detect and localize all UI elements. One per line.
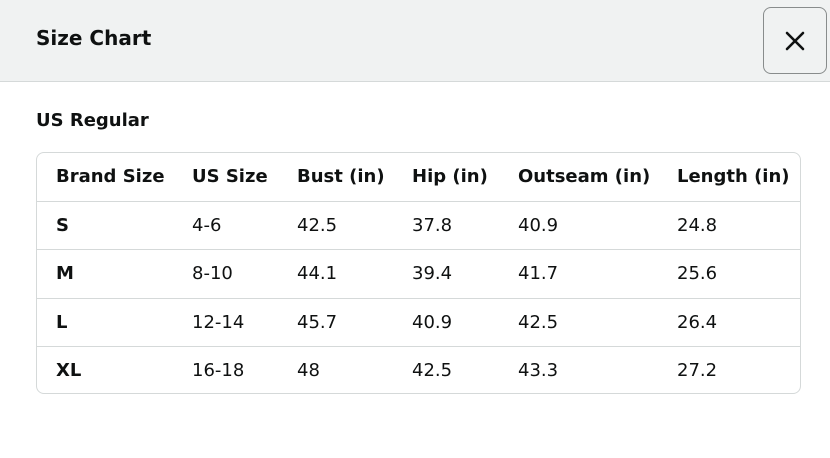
table-cell: 4-6	[192, 214, 222, 236]
modal-title: Size Chart	[36, 26, 152, 50]
column-header: US Size	[192, 166, 268, 187]
table-cell: 26.4	[677, 311, 718, 333]
row-divider	[37, 200, 800, 202]
column-header: Hip (in)	[412, 166, 488, 187]
row-divider	[37, 249, 800, 250]
row-header: M	[56, 263, 74, 284]
table-cell: 41.7	[518, 263, 559, 284]
table-cell: 48	[297, 360, 320, 381]
table-cell: 40.9	[412, 311, 453, 333]
table-cell: 40.9	[518, 214, 559, 236]
close-icon	[785, 31, 805, 50]
table-cell: 27.2	[677, 360, 718, 381]
table-cell: 24.8	[677, 214, 718, 236]
table-cell: 42.5	[297, 214, 338, 236]
table-cell: 37.8	[412, 214, 453, 236]
row-divider	[37, 297, 800, 299]
row-header: S	[56, 214, 69, 236]
modal-header: Size Chart	[0, 0, 830, 82]
size-table: Brand Size US Size Bust (in) Hip (in) Outsea…	[36, 152, 801, 394]
row-header: L	[56, 311, 68, 333]
close-button[interactable]	[763, 7, 827, 74]
column-header: Outseam (in)	[518, 166, 651, 187]
column-header: Length (in)	[677, 166, 790, 187]
table-cell: 44.1	[297, 263, 338, 284]
table-cell: 39.4	[412, 263, 453, 284]
column-header: Brand Size	[56, 166, 165, 187]
table-cell: 12-14	[192, 311, 245, 333]
table-cell: 45.7	[297, 311, 338, 333]
row-divider	[37, 346, 800, 347]
row-header: XL	[56, 360, 82, 381]
table-cell: 43.3	[518, 360, 559, 381]
table-cell: 8-10	[192, 263, 233, 284]
table-cell: 16-18	[192, 360, 245, 381]
table-cell: 42.5	[412, 360, 453, 381]
column-header: Bust (in)	[297, 166, 385, 187]
section-title: US Regular	[36, 110, 149, 131]
table-cell: 25.6	[677, 263, 718, 284]
table-cell: 42.5	[518, 311, 559, 333]
